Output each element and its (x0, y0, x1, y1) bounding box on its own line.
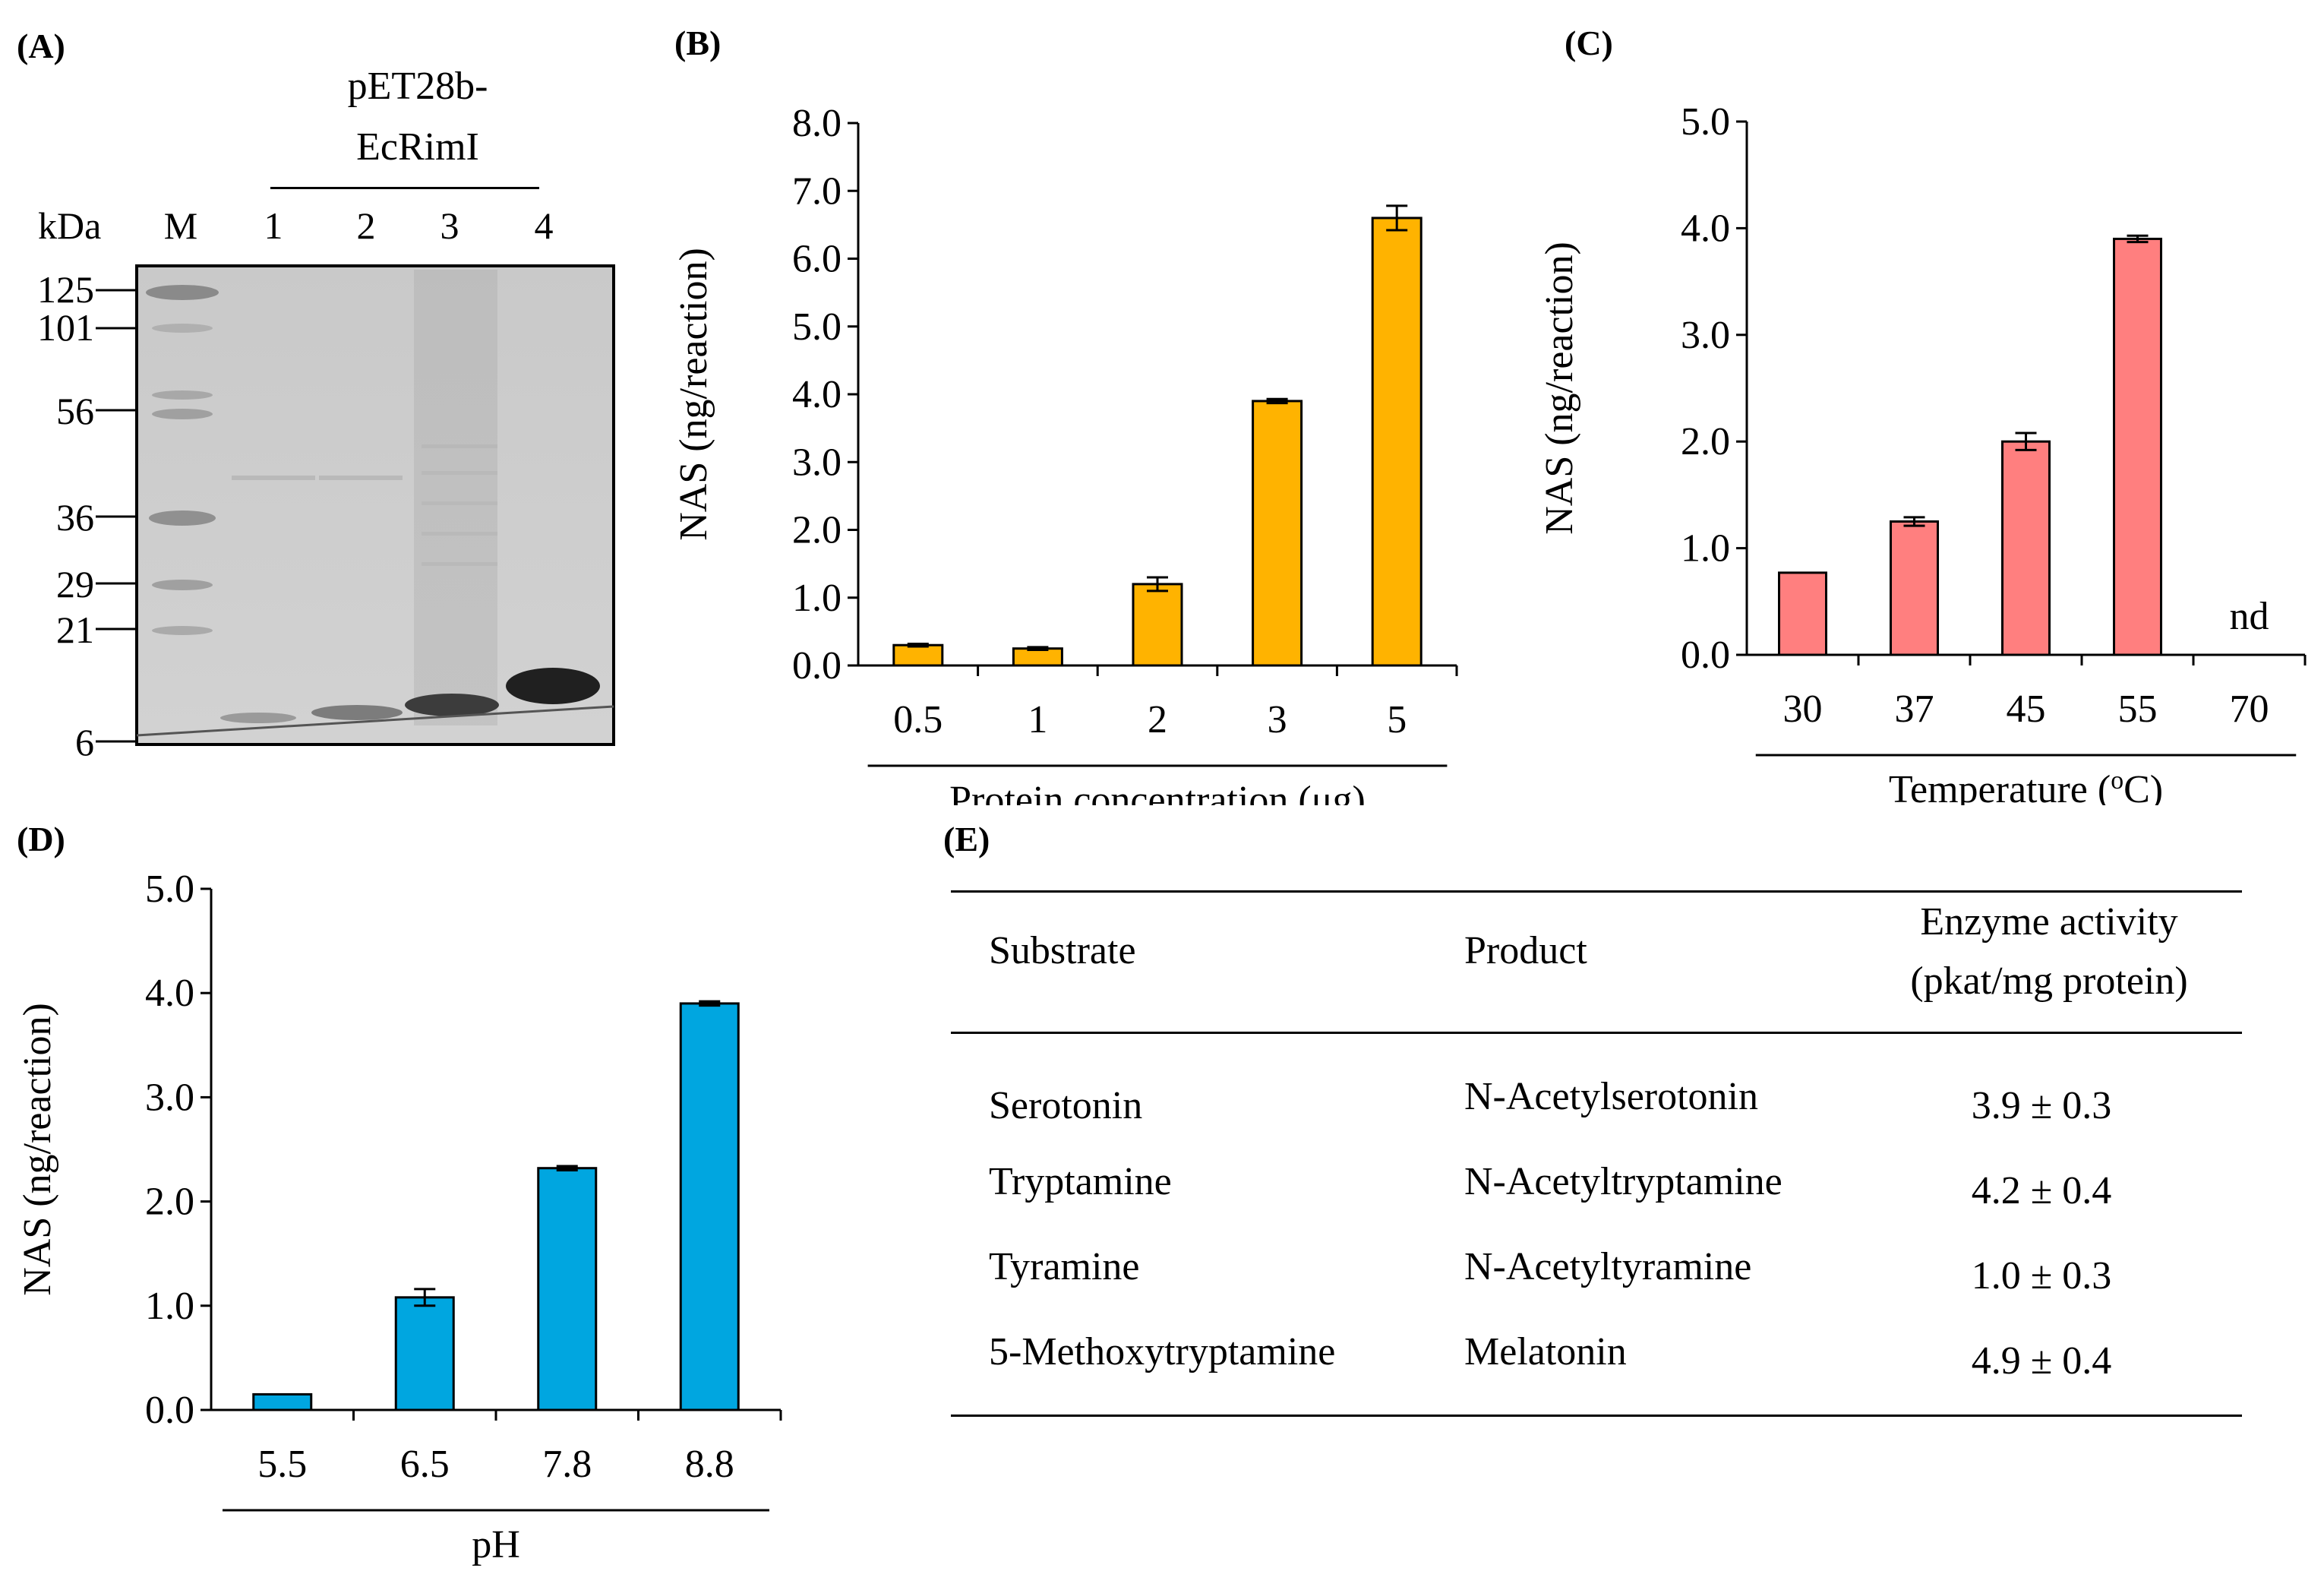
panel-d-label: (D) (17, 820, 65, 858)
x-tick-label: 30 (1783, 688, 1823, 731)
marker-101: 101 (37, 306, 94, 349)
bar (1252, 400, 1303, 667)
table-bottom-rule (951, 1415, 2242, 1417)
y-tick-label: 1.0 (145, 1285, 194, 1328)
bar-annotation: nd (2230, 595, 2269, 638)
y-tick-label: 8.0 (792, 102, 842, 145)
bar (892, 643, 944, 667)
x-axis-label: Protein concentration (μg) (949, 779, 1366, 805)
y-tick-label: 2.0 (1681, 420, 1730, 463)
y-axis-label: NAS (ng/reaction) (16, 1003, 59, 1296)
construct-label-line1: pET28b- (347, 65, 488, 108)
lane-label-m: M (163, 204, 198, 247)
lane-label-4: 4 (534, 204, 554, 247)
table-row-product: N-Acetylserotonin (1464, 1075, 1759, 1118)
y-tick-label: 7.0 (792, 169, 842, 213)
kda-label: kDa (38, 204, 102, 247)
x-tick-label: 7.8 (542, 1443, 592, 1486)
bar (1778, 571, 1827, 656)
table-row-activity: 4.9 ± 0.4 (1971, 1339, 2112, 1383)
bar (679, 1002, 740, 1411)
panel-b-label: (B) (674, 24, 722, 62)
y-tick-label: 2.0 (792, 509, 842, 552)
bar (1012, 647, 1063, 667)
y-tick-label: 4.0 (145, 972, 194, 1015)
bar (252, 1392, 313, 1411)
table-header-activity-unit: (pkat/mg protein) (1910, 959, 2188, 1003)
bar (394, 1296, 455, 1411)
x-tick-label: 2 (1148, 698, 1167, 741)
x-tick-label: 1 (1028, 698, 1047, 741)
table-row-product: N-Acetyltryptamine (1464, 1160, 1782, 1203)
chart-b: 0.0 1.0 2.0 3.0 4.0 5.0 6.0 7.0 8.0 0.5 1 2 3 5 Protei… (672, 102, 1458, 805)
bar (537, 1167, 598, 1411)
lane-label-3: 3 (440, 204, 459, 247)
x-tick-label: 45 (2007, 688, 2046, 731)
table-row-substrate: 5-Methoxytryptamine (989, 1330, 1336, 1373)
marker-36: 36 (56, 496, 94, 539)
y-tick-label: 3.0 (145, 1076, 194, 1119)
chart-c: 0.0 1.0 2.0 3.0 4.0 5.0 30 37 45 55 nd 70 Temperatur… (1538, 100, 2307, 805)
table-row-substrate: Tryptamine (989, 1160, 1172, 1203)
y-axis-label: NAS (ng/reaction) (672, 248, 715, 541)
y-tick-label: 0.0 (145, 1389, 194, 1432)
marker-125: 125 (37, 268, 94, 311)
panel-e-label: (E) (943, 820, 990, 858)
y-tick-label: 1.0 (792, 577, 842, 620)
marker-56: 56 (56, 390, 94, 432)
y-tick-label: 4.0 (1681, 207, 1730, 250)
table-header-activity: Enzyme activity (1920, 900, 2178, 944)
table-header-product: Product (1464, 929, 1587, 972)
marker-29: 29 (56, 563, 94, 605)
bar (1132, 583, 1183, 667)
table-top-rule (951, 890, 2242, 893)
y-tick-label: 0.0 (792, 644, 842, 688)
marker-21: 21 (56, 608, 94, 651)
marker-6: 6 (75, 721, 94, 763)
y-tick-label: 3.0 (1681, 314, 1730, 357)
y-tick-label: 5.0 (1681, 100, 1730, 144)
table-row-substrate: Tyramine (989, 1245, 1140, 1288)
x-axis-label: Temperature (oC) (1889, 767, 2163, 805)
x-tick-label: 55 (2118, 688, 2158, 731)
x-tick-label: 0.5 (893, 698, 943, 741)
x-tick-label: 8.8 (685, 1443, 734, 1486)
table-row-substrate: Serotonin (989, 1084, 1143, 1127)
bar (1890, 520, 1939, 656)
table-row-activity: 4.2 ± 0.4 (1971, 1169, 2112, 1212)
y-tick-label: 5.0 (145, 868, 194, 911)
y-tick-label: 0.0 (1681, 634, 1730, 677)
x-tick-label: 70 (2230, 688, 2269, 731)
x-tick-label: 37 (1895, 688, 1934, 731)
table-row-product: N-Acetyltyramine (1464, 1245, 1752, 1288)
gel-image (96, 264, 615, 746)
panel-c-label: (C) (1565, 24, 1613, 62)
y-tick-label: 4.0 (792, 373, 842, 416)
lane-label-2: 2 (356, 204, 376, 247)
table-row-activity: 3.9 ± 0.3 (1971, 1084, 2112, 1127)
construct-label-line2: EcRimI (356, 125, 479, 169)
x-tick-label: 5 (1387, 698, 1407, 741)
y-tick-label: 3.0 (792, 441, 842, 484)
y-tick-label: 2.0 (145, 1181, 194, 1224)
panel-a-label: (A) (17, 27, 65, 65)
x-tick-label: 3 (1268, 698, 1287, 741)
table-header-rule (951, 1032, 2242, 1034)
table-row-product: Melatonin (1464, 1330, 1627, 1373)
x-tick-label: 6.5 (400, 1443, 450, 1486)
bar (2001, 440, 2051, 656)
y-tick-label: 6.0 (792, 238, 842, 281)
y-axis-label: NAS (ng/reaction) (1538, 242, 1581, 535)
x-tick-label: 5.5 (257, 1443, 307, 1486)
x-axis-label: pH (472, 1523, 520, 1566)
y-tick-label: 5.0 (792, 305, 842, 349)
bar (1371, 217, 1423, 667)
lane-label-1: 1 (264, 204, 283, 247)
table-row-activity: 1.0 ± 0.3 (1971, 1254, 2112, 1298)
table-header-substrate: Substrate (989, 929, 1136, 972)
bar (2113, 237, 2162, 656)
y-tick-label: 1.0 (1681, 527, 1730, 571)
chart-d: 0.0 1.0 2.0 3.0 4.0 5.0 5.5 6.5 7.8 8.8 pH NAS (ng/… (16, 868, 782, 1566)
construct-bracket-line (270, 187, 539, 189)
